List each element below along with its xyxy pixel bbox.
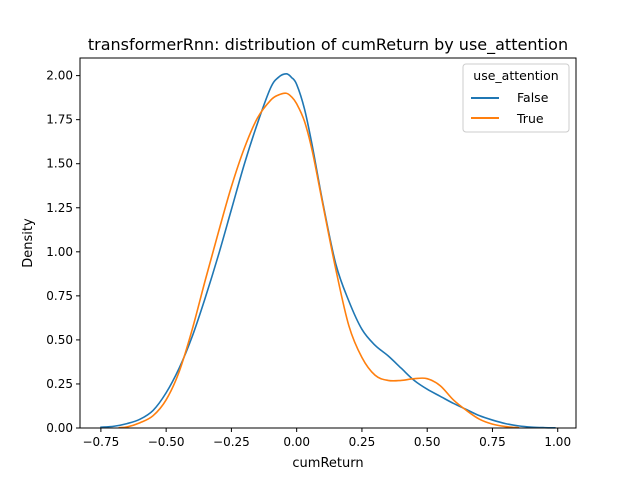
- legend: use_attention False True: [462, 63, 570, 133]
- y-axis: 0.00 0.25 0.50 0.75 1.00 1.25 1.50 1.75 2.00: [46, 69, 80, 435]
- legend-label-false: False: [517, 90, 549, 105]
- x-axis-label: cumReturn: [292, 456, 363, 471]
- x-tick-label: 0.25: [349, 435, 376, 449]
- legend-label-true: True: [516, 111, 544, 126]
- plot-frame: [79, 57, 577, 429]
- x-tick-label: −0.50: [148, 435, 185, 449]
- y-axis-label: Density: [21, 218, 36, 268]
- y-tick-label: 1.25: [46, 201, 73, 215]
- x-tick-label: 0.00: [283, 435, 310, 449]
- x-tick-label: 0.75: [479, 435, 506, 449]
- series-line-true: [118, 92, 520, 429]
- y-tick-label: 0.75: [46, 289, 73, 303]
- chart-title: transformerRnn: distribution of cumRetur…: [88, 35, 568, 55]
- x-tick-label: 0.50: [414, 435, 441, 449]
- x-axis: −0.75 −0.50 −0.25 0.00 0.25 0.50 0.75 1.00: [82, 428, 571, 449]
- y-tick-label: 2.00: [46, 69, 73, 83]
- y-tick-label: 1.50: [46, 157, 73, 171]
- x-tick-label: 1.00: [544, 435, 571, 449]
- series-layer: [100, 73, 556, 429]
- y-tick-label: 1.00: [46, 245, 73, 259]
- x-tick-label: −0.25: [213, 435, 250, 449]
- y-tick-label: 1.75: [46, 113, 73, 127]
- y-tick-label: 0.25: [46, 377, 73, 391]
- legend-box: [462, 63, 570, 133]
- y-tick-label: 0.50: [46, 333, 73, 347]
- legend-title: use_attention: [473, 68, 558, 83]
- y-tick-label: 0.00: [46, 421, 73, 435]
- x-tick-label: −0.75: [82, 435, 119, 449]
